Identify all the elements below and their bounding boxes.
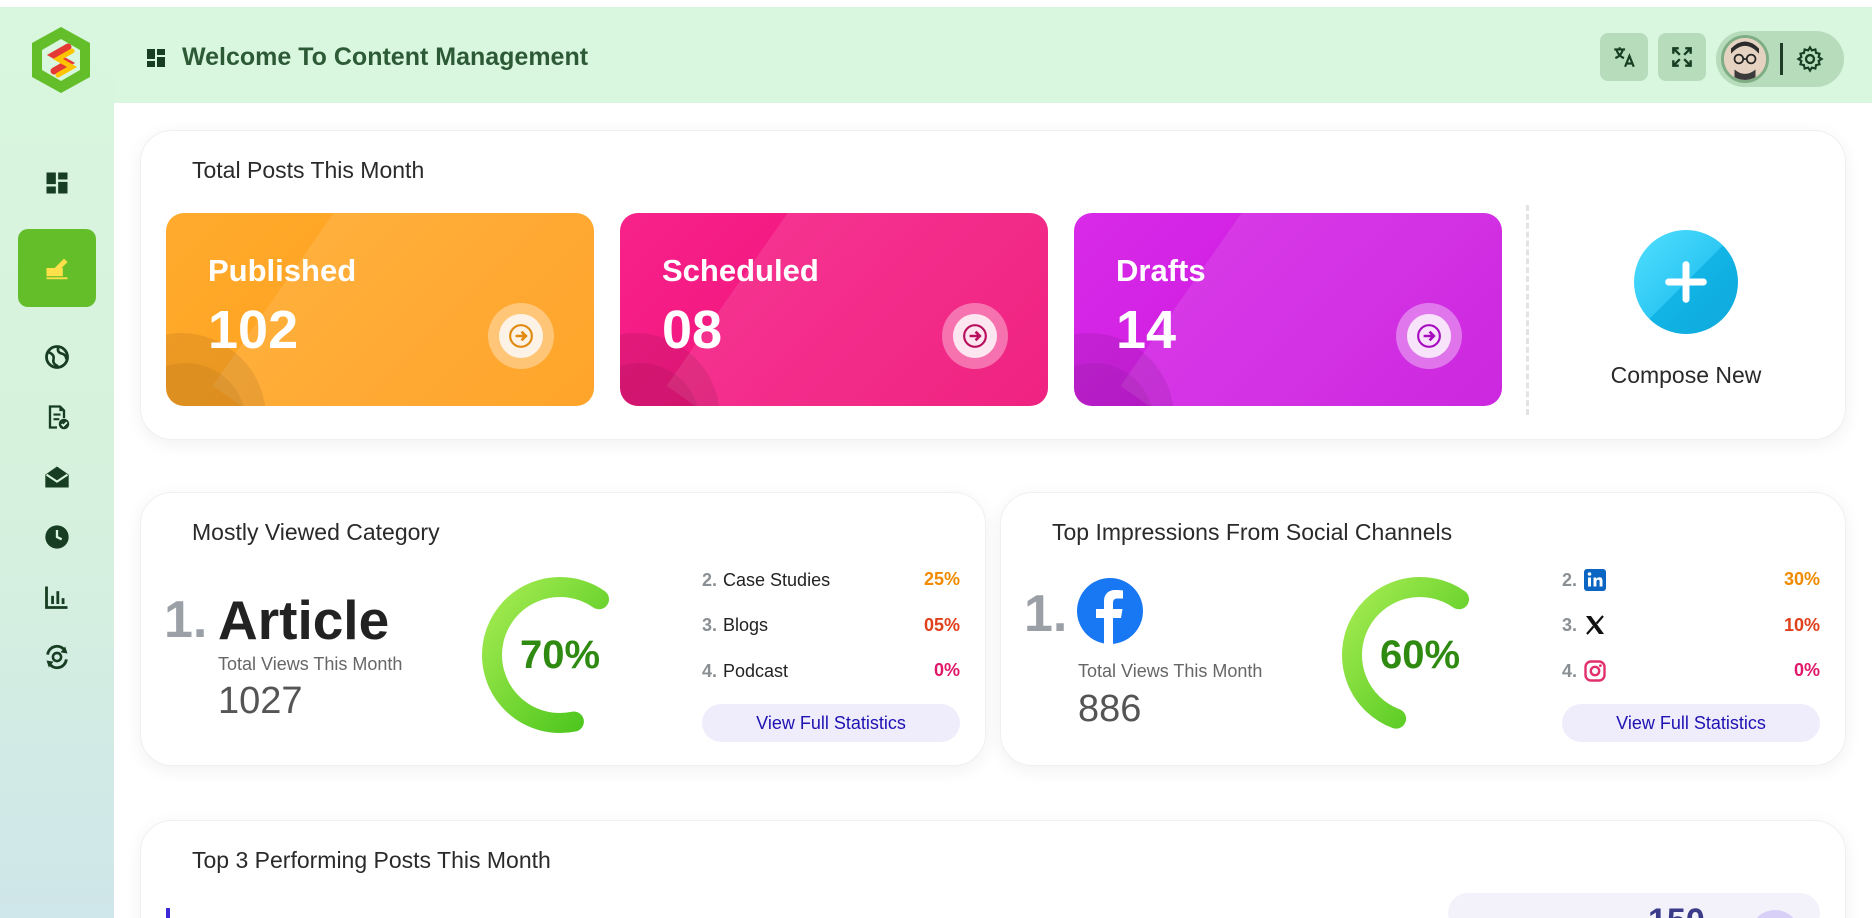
rank-percent: 25% <box>923 569 960 589</box>
page-title: Welcome To Content Management <box>144 43 588 72</box>
social-view-stats-button[interactable]: View Full Statistics <box>1562 704 1820 742</box>
social-title: Top Impressions From Social Channels <box>1052 519 1453 545</box>
facebook-logo-icon <box>1077 578 1143 644</box>
top-posts-stat-value: 150 <box>1648 902 1705 918</box>
category-view-stats-button[interactable]: View Full Statistics <box>702 704 960 742</box>
instagram-icon <box>1584 660 1606 682</box>
sidebar-item-dashboard[interactable] <box>18 155 96 211</box>
scheduled-value: 08 <box>662 300 723 360</box>
sidebar-item-schedule[interactable] <box>18 509 96 565</box>
category-title: Mostly Viewed Category <box>192 519 440 545</box>
rank-number: 3. <box>1562 614 1578 635</box>
compose-icon <box>46 258 68 280</box>
drafts-arrow-button[interactable] <box>1396 303 1462 369</box>
sidebar-item-analytics[interactable] <box>18 569 96 625</box>
dashboard-icon <box>46 172 68 194</box>
rank-percent: 10% <box>1783 615 1820 635</box>
translate-icon <box>1614 47 1635 68</box>
top-strip <box>0 0 1872 7</box>
rank-percent: 0% <box>933 660 960 680</box>
bar-chart-icon <box>45 586 68 609</box>
sidebar-item-settings-sync[interactable] <box>18 629 96 685</box>
category-views-value: 1027 <box>218 680 303 722</box>
rank-name: Case Studies <box>723 569 831 590</box>
published-card[interactable]: Published 102 <box>166 213 594 406</box>
translate-button[interactable] <box>1600 33 1648 81</box>
clock-icon <box>45 525 69 549</box>
rank-percent: 05% <box>923 615 960 635</box>
fullscreen-icon <box>1672 47 1692 67</box>
category-views-label: Total Views This Month <box>218 654 403 674</box>
mail-open-icon <box>45 466 69 488</box>
category-top-name: Article <box>218 589 390 651</box>
social-rank-row: 3. <box>1562 610 1607 640</box>
sidebar-item-reports[interactable] <box>18 389 96 445</box>
fullscreen-button[interactable] <box>1658 33 1706 81</box>
published-arrow-button[interactable] <box>488 303 554 369</box>
linkedin-icon <box>1584 569 1607 591</box>
compose-new-label[interactable]: Compose New <box>1610 362 1762 388</box>
category-rank-row: 3. Blogs <box>702 610 768 640</box>
page-title-text: Welcome To Content Management <box>182 43 589 71</box>
social-views-label: Total Views This Month <box>1078 661 1263 681</box>
sidebar-item-mail[interactable] <box>18 449 96 505</box>
scheduled-card[interactable]: Scheduled 08 <box>620 213 1048 406</box>
report-check-icon <box>48 405 70 430</box>
rank-name: Blogs <box>723 614 769 635</box>
total-posts-title: Total Posts This Month <box>192 157 425 183</box>
social-top-rank: 1. <box>1024 585 1068 643</box>
rank-number: 4. <box>702 660 718 681</box>
social-gauge-label: 60% <box>1379 632 1461 677</box>
social-views-value: 886 <box>1078 688 1142 730</box>
category-top-rank: 1. <box>164 591 208 649</box>
social-rank-row: 2. <box>1562 565 1607 595</box>
top-posts-accent <box>166 908 170 918</box>
arrow-right-icon <box>1417 324 1441 348</box>
plus-icon <box>1665 261 1707 303</box>
profile-menu[interactable] <box>1716 31 1844 87</box>
top-posts-stat-circle[interactable] <box>1750 910 1800 918</box>
divider <box>1526 205 1529 415</box>
drafts-value: 14 <box>1116 300 1177 360</box>
sidebar-item-globe[interactable] <box>18 329 96 385</box>
social-gauge: 60% <box>1340 575 1500 735</box>
social-rank-row: 4. <box>1562 656 1607 686</box>
social-gauge-arc <box>1342 577 1470 729</box>
arrow-right-icon <box>963 324 987 348</box>
scheduled-label: Scheduled <box>662 253 819 288</box>
app-logo <box>32 27 90 93</box>
divider <box>1780 43 1783 75</box>
sidebar <box>0 7 114 918</box>
dashboard-icon <box>147 48 165 67</box>
header: Welcome To Content Management <box>114 7 1872 103</box>
published-value: 102 <box>208 300 299 360</box>
avatar-face-icon <box>1724 38 1766 80</box>
category-gauge: 70% <box>480 575 640 735</box>
arrow-right-icon <box>509 324 533 348</box>
rank-percent: 0% <box>1793 660 1820 680</box>
rank-name: Podcast <box>723 660 789 681</box>
category-rank-row: 4. Podcast <box>702 656 788 686</box>
scheduled-arrow-button[interactable] <box>942 303 1008 369</box>
x-icon <box>1586 615 1605 635</box>
category-rank-row: 2. Case Studies <box>702 565 830 595</box>
category-gauge-label: 70% <box>519 632 601 677</box>
drafts-label: Drafts <box>1116 253 1206 288</box>
rank-percent: 30% <box>1783 569 1820 589</box>
globe-icon <box>45 345 69 369</box>
rank-number: 3. <box>702 614 718 635</box>
avatar[interactable] <box>1721 35 1769 83</box>
sidebar-item-compose[interactable] <box>18 229 96 307</box>
rank-number: 2. <box>1562 569 1578 590</box>
compose-new-button[interactable] <box>1634 230 1738 334</box>
category-gauge-arc <box>482 577 610 733</box>
top-posts-title: Top 3 Performing Posts This Month <box>192 847 551 873</box>
gear-icon[interactable] <box>1796 45 1824 73</box>
drafts-card[interactable]: Drafts 14 <box>1074 213 1502 406</box>
top-posts-stat-pill <box>1448 893 1820 918</box>
settings-sync-icon <box>46 644 68 670</box>
published-label: Published <box>208 253 357 288</box>
rank-number: 4. <box>1562 660 1578 681</box>
rank-number: 2. <box>702 569 718 590</box>
